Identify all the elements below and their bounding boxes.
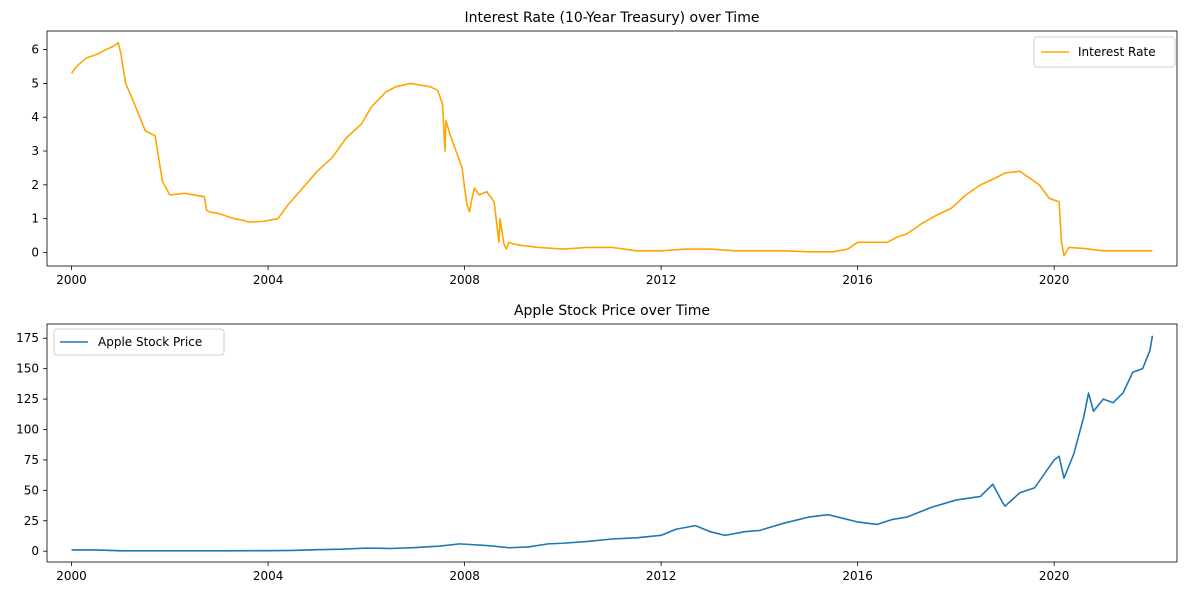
interest-rate-x-tick-label: 2004 <box>253 273 284 287</box>
apple-stock-series-line <box>71 335 1154 552</box>
interest-rate-y-tick-label: 6 <box>31 43 39 57</box>
apple-stock-x-tick-label: 2008 <box>449 569 480 583</box>
apple-stock-y-tick-label: 0 <box>31 544 39 558</box>
apple-stock-y-tick-label: 175 <box>16 331 39 345</box>
interest-rate-x-tick-label: 2000 <box>56 273 87 287</box>
interest-rate-legend-label: Interest Rate <box>1078 45 1156 59</box>
interest-rate-x-tick-label: 2020 <box>1039 273 1070 287</box>
interest-rate-y-tick-label: 5 <box>31 76 39 90</box>
apple-stock-plot-area: 2000 2004 2008 2012 2016 2020 0 25 50 75 100 125 150… <box>16 323 1178 583</box>
interest-rate-axes-frame <box>46 30 1178 267</box>
interest-rate-x-tick-label: 2016 <box>842 273 873 287</box>
apple-stock-x-tick-label: 2016 <box>842 569 873 583</box>
apple-stock-y-tick-label: 75 <box>24 453 39 467</box>
apple-stock-axes-frame <box>46 323 1178 563</box>
interest-rate-y-tick-label: 4 <box>31 110 39 124</box>
apple-stock-x-tick-label: 2020 <box>1039 569 1070 583</box>
interest-rate-legend <box>1033 36 1176 68</box>
interest-rate-y-tick-label: 1 <box>31 212 39 226</box>
interest-rate-chart-title: Interest Rate (10-Year Treasury) over Ti… <box>465 10 760 26</box>
apple-stock-x-tick-label: 2004 <box>253 569 284 583</box>
interest-rate-y-tick-label: 3 <box>31 144 39 158</box>
interest-rate-plot-area: 2000 2004 2008 2012 2016 2020 0 1 2 3 4 5 6 <box>31 30 1178 287</box>
interest-rate-x-tick-label: 2012 <box>646 273 677 287</box>
apple-stock-chart-title: Apple Stock Price over Time <box>514 303 710 319</box>
interest-rate-x-tick-label: 2008 <box>449 273 480 287</box>
apple-stock-x-tick-label: 2000 <box>56 569 87 583</box>
interest-rate-y-tick-label: 2 <box>31 178 39 192</box>
apple-stock-legend-label: Apple Stock Price <box>98 335 202 349</box>
apple-stock-y-tick-label: 100 <box>16 422 39 436</box>
apple-stock-legend <box>53 328 225 356</box>
apple-stock-panel: Apple Stock Price over Time 2000 2004 2008… <box>16 303 1178 583</box>
apple-stock-y-tick-label: 150 <box>16 362 39 376</box>
apple-stock-y-tick-label: 50 <box>24 483 39 497</box>
apple-stock-y-tick-label: 25 <box>24 514 39 528</box>
interest-rate-panel: Interest Rate (10-Year Treasury) over Ti… <box>31 10 1178 287</box>
interest-rate-y-tick-label: 0 <box>31 245 39 259</box>
interest-rate-series-line <box>70 42 1153 257</box>
apple-stock-y-tick-label: 125 <box>16 392 39 406</box>
apple-stock-x-tick-label: 2012 <box>646 569 677 583</box>
